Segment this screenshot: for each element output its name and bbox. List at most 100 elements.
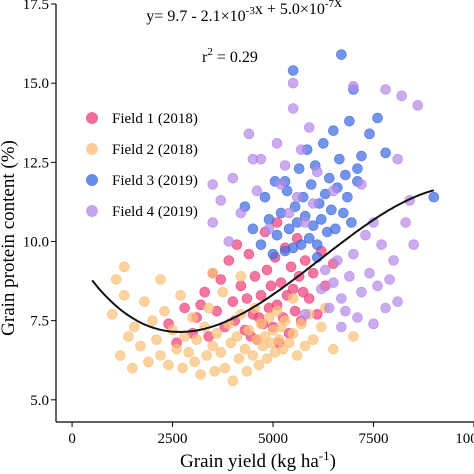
data-point-series-2 <box>287 293 299 304</box>
data-point-series-3 <box>305 179 317 190</box>
data-point-series-4 <box>328 185 339 197</box>
data-point-series-3 <box>287 65 299 76</box>
data-point-series-4 <box>207 217 219 228</box>
data-point-series-4 <box>364 267 375 279</box>
data-point-series-2 <box>191 334 202 345</box>
data-point-series-2 <box>159 305 170 317</box>
data-point-series-2 <box>171 343 182 355</box>
data-point-series-3 <box>364 128 375 140</box>
data-point-series-2 <box>115 350 126 361</box>
data-point-series-4 <box>283 207 295 219</box>
fit-equation: y= 9.7 - 2.1×10-3x + 5.0×10-7x2 - 2.7×10… <box>146 0 434 25</box>
data-point-series-2 <box>139 296 150 307</box>
data-point-series-3 <box>326 204 337 216</box>
data-point-series-1 <box>215 274 227 285</box>
equation-term: x + 5.0×10 <box>255 1 325 18</box>
data-point-series-1 <box>275 277 287 288</box>
data-point-series-1 <box>199 286 211 298</box>
y-tick-label: 15.0 <box>23 76 49 92</box>
data-point-series-2 <box>231 331 243 342</box>
data-point-series-4 <box>307 198 319 209</box>
data-point-series-2 <box>119 290 130 301</box>
data-point-series-2 <box>243 324 255 336</box>
data-point-series-1 <box>297 286 309 298</box>
data-point-series-4 <box>388 255 399 266</box>
data-point-series-3 <box>255 239 267 250</box>
data-point-series-4 <box>376 239 387 250</box>
data-point-series-4 <box>227 172 239 184</box>
data-point-series-3 <box>315 214 327 225</box>
data-point-series-1 <box>235 280 247 292</box>
legend: Field 1 (2018) Field 2 (2018) Field 3 (201… <box>86 111 198 220</box>
data-point-series-2 <box>217 286 229 298</box>
data-point-series-4 <box>287 77 299 89</box>
data-point-series-2 <box>215 347 227 358</box>
data-point-series-3 <box>336 49 347 60</box>
data-point-series-4 <box>392 153 403 165</box>
x-tick-label: 5000 <box>258 431 288 447</box>
data-point-series-2 <box>167 324 178 336</box>
data-point-series-4 <box>352 312 363 323</box>
data-point-series-2 <box>147 315 158 326</box>
data-point-series-1 <box>179 302 190 314</box>
data-point-series-4 <box>336 293 347 304</box>
data-point-series-3 <box>334 153 345 165</box>
data-point-series-3 <box>247 223 259 235</box>
data-point-series-4 <box>360 229 371 241</box>
data-point-series-2 <box>179 331 190 342</box>
data-point-series-2 <box>235 271 247 282</box>
data-point-series-4 <box>372 280 383 292</box>
data-point-series-4 <box>235 207 247 219</box>
data-point-series-1 <box>255 290 267 301</box>
data-point-series-2 <box>177 362 188 374</box>
data-point-series-2 <box>239 343 251 355</box>
data-point-series-2 <box>106 309 118 320</box>
data-point-series-4 <box>275 179 287 190</box>
tick-labels: 0 2500 5000 7500 10000 5.0 7.5 10.0 12.5 15.0 17.5 <box>23 0 474 447</box>
data-point-series-4 <box>408 239 420 250</box>
data-point-series-2 <box>119 261 130 273</box>
data-point-series-2 <box>348 331 359 342</box>
data-point-series-2 <box>283 337 295 349</box>
y-axis-title: Grain protein content (%) <box>0 140 19 336</box>
data-point-series-3 <box>267 248 279 260</box>
data-point-series-2 <box>241 366 253 377</box>
equation-term: - 2.7×10 <box>348 0 406 4</box>
data-point-series-4 <box>315 283 327 295</box>
data-points <box>106 49 440 387</box>
y-tick-label: 5.0 <box>30 393 49 409</box>
equation-exponent: -7 <box>325 0 335 10</box>
data-point-series-2 <box>151 334 162 345</box>
x-tick-label: 10000 <box>455 431 474 447</box>
y-tick-label: 12.5 <box>23 155 49 171</box>
r-squared: r2 = 0.29 <box>202 46 258 66</box>
data-point-series-1 <box>289 305 301 317</box>
data-point-series-4 <box>356 286 367 298</box>
equation-exponent: 2 <box>342 0 348 3</box>
data-point-series-3 <box>340 169 351 181</box>
data-point-series-4 <box>215 195 227 206</box>
data-point-series-4 <box>251 185 263 197</box>
data-point-series-2 <box>163 359 174 371</box>
data-point-series-2 <box>261 353 273 364</box>
data-point-series-2 <box>227 375 239 387</box>
equation-term: x <box>334 0 342 11</box>
data-point-series-2 <box>271 305 283 317</box>
equation-term: y= 9.7 - 2.1×10 <box>146 8 245 25</box>
data-point-series-4 <box>348 81 359 92</box>
data-point-series-4 <box>392 296 403 307</box>
data-point-series-3 <box>380 147 391 159</box>
data-point-series-4 <box>396 90 407 102</box>
data-point-series-2 <box>207 340 219 352</box>
fit-curve <box>91 189 435 334</box>
data-point-series-2 <box>201 350 213 361</box>
data-point-series-3 <box>356 150 367 162</box>
legend-label: Field 3 (2019) <box>112 173 198 189</box>
legend-marker <box>86 174 98 186</box>
x-axis-title: Grain yield (kg ha-1) <box>180 448 336 472</box>
data-point-series-2 <box>155 350 166 361</box>
data-point-series-3 <box>293 163 305 174</box>
data-point-series-4 <box>271 138 283 149</box>
axes <box>55 4 474 423</box>
data-point-series-4 <box>295 144 307 155</box>
